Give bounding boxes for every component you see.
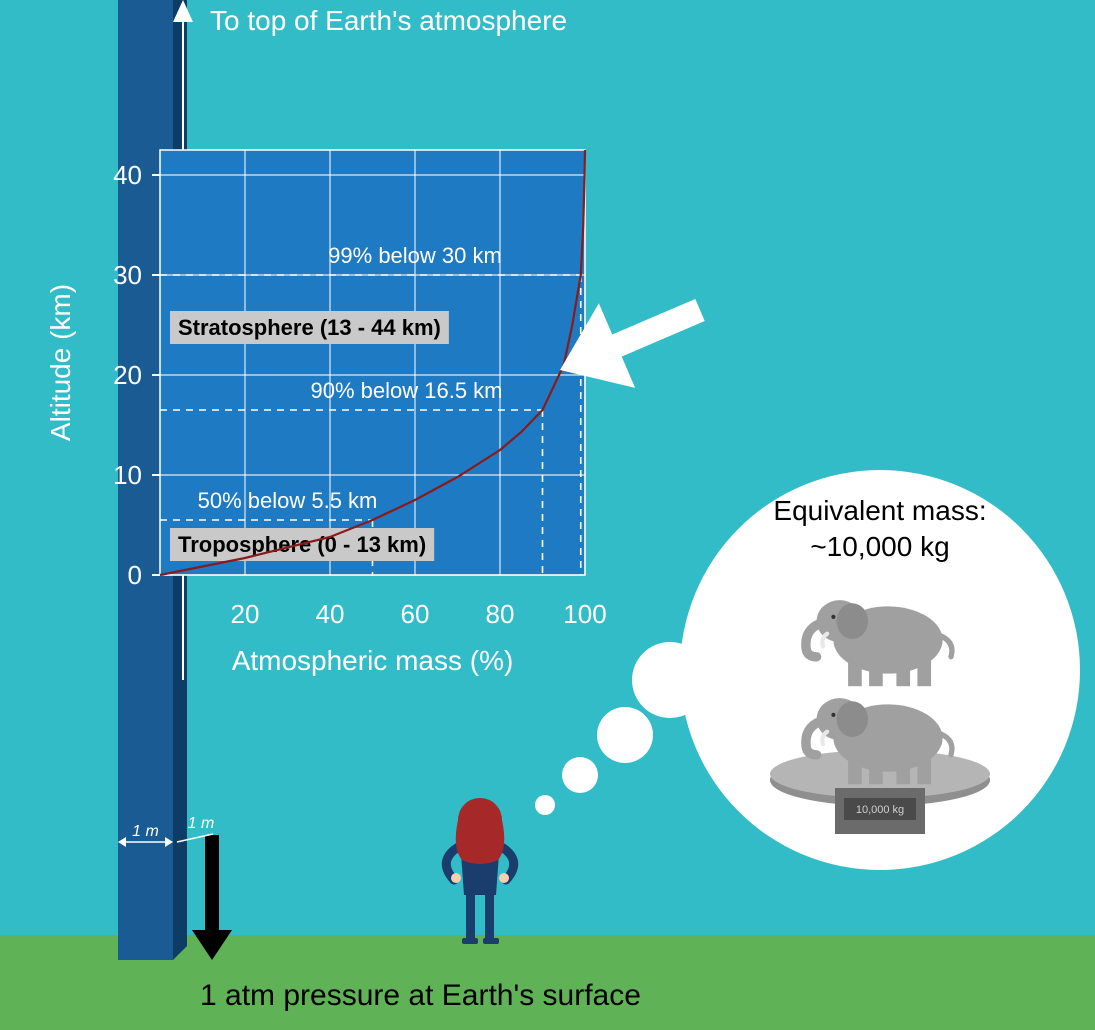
bottom-label: 1 atm pressure at Earth's surface xyxy=(200,979,641,1012)
x-tick-label: 80 xyxy=(486,599,515,629)
thought-dot xyxy=(535,795,555,815)
annotation-text: 90% below 16.5 km xyxy=(311,378,503,403)
bubble-line1: Equivalent mass: xyxy=(773,495,986,526)
y-tick-label: 30 xyxy=(113,260,142,290)
thought-dot xyxy=(597,707,653,763)
x-tick-label: 20 xyxy=(231,599,260,629)
annotation-text: 50% below 5.5 km xyxy=(198,488,378,513)
y-axis-label: Altitude (km) xyxy=(45,284,76,441)
thought-dot xyxy=(562,757,598,793)
infographic-canvas: To top of Earth's atmosphere 20 40 60 80 100 0… xyxy=(0,0,1095,1030)
y-tick-label: 0 xyxy=(128,560,142,590)
layer-label-text: Stratosphere (13 - 44 km) xyxy=(178,315,441,340)
top-arrow-label: To top of Earth's atmosphere xyxy=(210,5,567,36)
y-tick-label: 20 xyxy=(113,360,142,390)
dim-label-left: 1 m xyxy=(132,823,159,840)
scale-readout: 10,000 kg xyxy=(856,804,904,816)
dim-label-right: 1 m xyxy=(188,815,215,832)
annotation-text: 99% below 30 km xyxy=(328,243,502,268)
x-axis-label: Atmospheric mass (%) xyxy=(232,645,514,676)
bubble-line2: ~10,000 kg xyxy=(810,531,949,562)
y-tick-label: 40 xyxy=(113,160,142,190)
x-tick-label: 60 xyxy=(401,599,430,629)
x-tick-label: 40 xyxy=(316,599,345,629)
y-tick-label: 10 xyxy=(113,460,142,490)
x-tick-label: 100 xyxy=(563,599,606,629)
